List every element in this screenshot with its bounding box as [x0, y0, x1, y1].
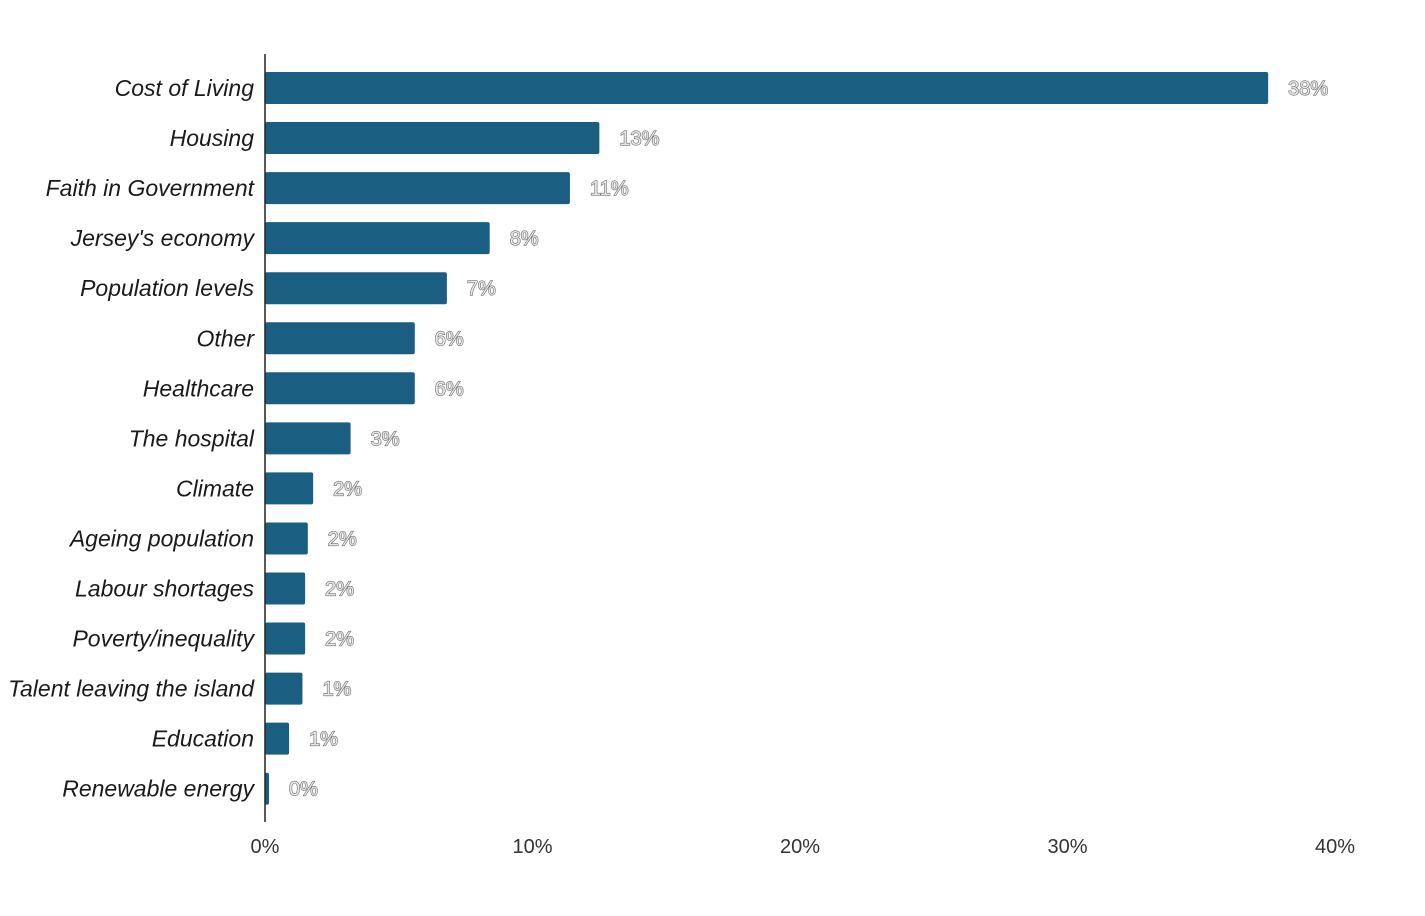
- bar-housing: [265, 122, 600, 155]
- bar-faith-in-government: [265, 172, 570, 205]
- bar-renewable-energy: [265, 772, 270, 805]
- bar-poverty-inequality: [265, 622, 306, 655]
- value-label-talent-leaving-the-island: 1%: [322, 679, 351, 701]
- bar-cost-of-living: [265, 72, 1269, 104]
- bar-ageing-population: [265, 522, 308, 555]
- x-ticks-layer: 0% 10% 20% 30% 40%: [251, 836, 1356, 858]
- category-labels-layer: Cost of Living Housing Faith in Government…: [8, 75, 256, 802]
- category-label-education: Education: [152, 726, 254, 752]
- value-label-faith-in-government: 11%: [590, 178, 629, 200]
- x-tick-label-10pct: 10%: [512, 836, 552, 858]
- x-tick-label-0pct: 0%: [251, 836, 280, 858]
- bar-talent-leaving-the-island: [265, 672, 303, 705]
- category-label-the-hospital: The hospital: [129, 425, 255, 451]
- x-tick-label-20pct: 20%: [780, 836, 820, 858]
- x-tick-label-40pct: 40%: [1315, 836, 1355, 858]
- x-tick-label-30pct: 30%: [1047, 836, 1087, 858]
- bar-other: [265, 322, 415, 355]
- bar-the-hospital: [265, 422, 351, 455]
- bars-layer: [265, 72, 1269, 805]
- bar-healthcare: [265, 372, 415, 405]
- category-label-talent-leaving-the-island: Talent leaving the island: [8, 676, 255, 702]
- value-label-climate: 2%: [333, 478, 362, 500]
- category-label-healthcare: Healthcare: [143, 375, 254, 401]
- value-label-poverty-inequality: 2%: [325, 629, 354, 651]
- value-label-population-levels: 7%: [467, 278, 496, 300]
- value-label-housing: 13%: [619, 128, 659, 150]
- category-label-housing: Housing: [170, 125, 255, 151]
- category-label-ageing-population: Ageing population: [68, 525, 254, 551]
- bar-population-levels: [265, 272, 447, 305]
- value-label-the-hospital: 3%: [371, 428, 400, 450]
- value-label-ageing-population: 2%: [328, 528, 357, 550]
- category-label-jersey-s-economy: Jersey's economy: [70, 225, 256, 251]
- category-label-poverty-inequality: Poverty/inequality: [72, 626, 255, 652]
- category-label-cost-of-living: Cost of Living: [115, 75, 255, 101]
- bar-jersey-s-economy: [265, 222, 490, 255]
- value-label-renewable-energy: 0%: [289, 779, 318, 801]
- category-label-other: Other: [196, 325, 255, 351]
- value-labels-layer: 38% 13% 11% 8% 7% 6% 6% 3% 2% 2% 2% 2% 1% 1% 0%: [288, 77, 1329, 801]
- bar-labour-shortages: [265, 572, 306, 605]
- category-label-population-levels: Population levels: [80, 275, 254, 301]
- value-label-jersey-s-economy: 8%: [510, 228, 539, 250]
- value-label-education: 1%: [309, 729, 338, 751]
- value-label-healthcare: 6%: [435, 378, 464, 400]
- value-label-labour-shortages: 2%: [325, 579, 354, 601]
- bar-climate: [265, 472, 314, 505]
- category-label-labour-shortages: Labour shortages: [75, 576, 255, 602]
- category-label-renewable-energy: Renewable energy: [62, 776, 255, 802]
- category-label-faith-in-government: Faith in Government: [46, 175, 256, 201]
- category-label-climate: Climate: [176, 475, 254, 501]
- bar-education: [265, 722, 290, 755]
- value-label-cost-of-living: 38%: [1288, 78, 1328, 100]
- value-label-other: 6%: [435, 328, 464, 350]
